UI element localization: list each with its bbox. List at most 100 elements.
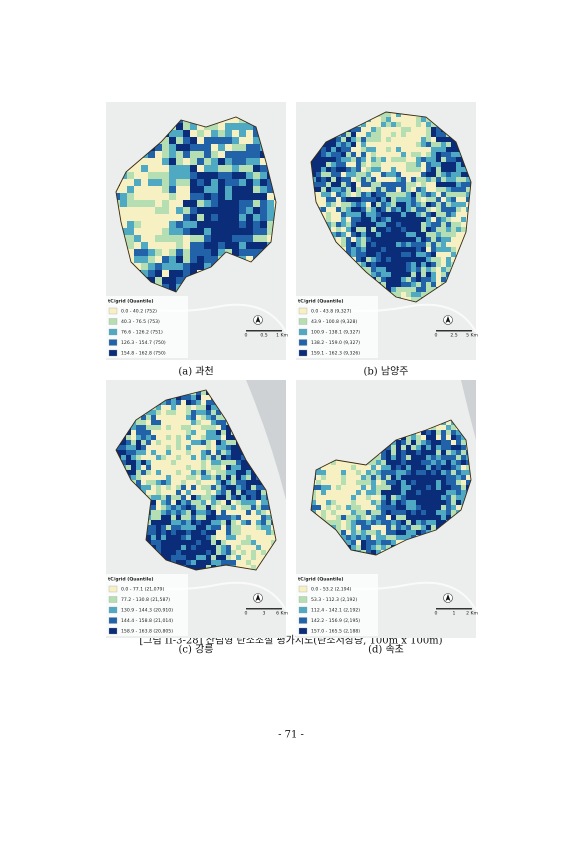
legend-title: tC/grid (Quantile) [298,577,343,583]
grid-cell [406,480,411,485]
grid-cell [162,270,169,277]
grid-cell [166,550,171,555]
grid-cell [191,425,196,430]
grid-cell [421,137,426,142]
grid-cell [396,282,401,287]
legend-swatch [108,318,118,325]
grid-cell [196,400,201,405]
grid-cell [361,142,366,147]
grid-cell [431,485,436,490]
grid-cell [336,470,341,475]
grid-cell [396,247,401,252]
grid-cell [186,535,191,540]
grid-cell [371,460,376,465]
grid-cell [326,217,331,222]
grid-cell [267,221,274,228]
grid-cell [201,500,206,505]
grid-cell [436,232,441,237]
grid-cell [236,510,241,515]
grid-cell [216,560,221,565]
legend-label: 53.3 - 112.3 (2,192) [311,597,357,603]
grid-cell [406,520,411,525]
grid-cell [411,282,416,287]
grid-cell [426,232,431,237]
grid-cell [381,167,386,172]
grid-cell [169,235,176,242]
grid-cell [366,212,371,217]
grid-cell [406,490,411,495]
grid-cell [266,525,271,530]
grid-cell [316,510,321,515]
map-caption: (c) 강릉 [179,644,214,656]
grid-cell [161,430,166,435]
legend-label: 76.6 - 126.2 (751) [121,330,163,336]
grid-cell [169,263,176,270]
grid-cell [331,207,336,212]
grid-cell [451,252,456,257]
grid-cell [431,505,436,510]
grid-cell [341,237,346,242]
grid-cell [391,262,396,267]
grid-cell [225,242,232,249]
grid-cell [386,232,391,237]
grid-cell [196,550,201,555]
grid-cell [401,485,406,490]
grid-cell [169,221,176,228]
grid-cell [331,460,336,465]
grid-cell [376,480,381,485]
grid-cell [191,430,196,435]
grid-cell [201,455,206,460]
grid-cell [441,162,446,167]
grid-cell [381,132,386,137]
grid-cell [206,480,211,485]
grid-cell [361,242,366,247]
grid-cell [386,167,391,172]
grid-cell [256,555,261,560]
grid-cell [241,490,246,495]
grid-cell [401,222,406,227]
grid-cell [331,520,336,525]
grid-cell [206,555,211,560]
grid-cell [155,235,162,242]
grid-cell [191,510,196,515]
grid-cell [336,217,341,222]
grid-cell [461,460,466,465]
grid-cell [190,165,197,172]
grid-cell [169,137,176,144]
grid-cell [416,227,421,232]
grid-cell [181,465,186,470]
grid-cell [221,555,226,560]
scale-label: 1 [453,611,456,617]
grid-cell [366,475,371,480]
grid-cell [351,510,356,515]
grid-cell [396,227,401,232]
legend-swatch [108,585,118,593]
grid-cell [239,165,246,172]
grid-cell [261,555,266,560]
grid-cell [216,440,221,445]
grid-cell [197,235,204,242]
grid-cell [221,465,226,470]
grid-cell [436,455,441,460]
grid-cell [416,480,421,485]
grid-cell [346,212,351,217]
grid-cell [218,214,225,221]
grid-cell [156,535,161,540]
grid-cell [361,540,366,545]
grid-cell [326,187,331,192]
grid-cell [162,158,169,165]
grid-cell [461,480,466,485]
grid-cell [166,405,171,410]
grid-cell [341,192,346,197]
grid-cell [371,515,376,520]
grid-cell [386,127,391,132]
grid-cell [183,123,190,130]
grid-cell [431,217,436,222]
grid-cell [386,490,391,495]
grid-cell [336,197,341,202]
grid-cell [251,555,256,560]
grid-cell [246,560,251,565]
grid-cell [246,137,253,144]
grid-cell [221,430,226,435]
grid-cell [376,500,381,505]
